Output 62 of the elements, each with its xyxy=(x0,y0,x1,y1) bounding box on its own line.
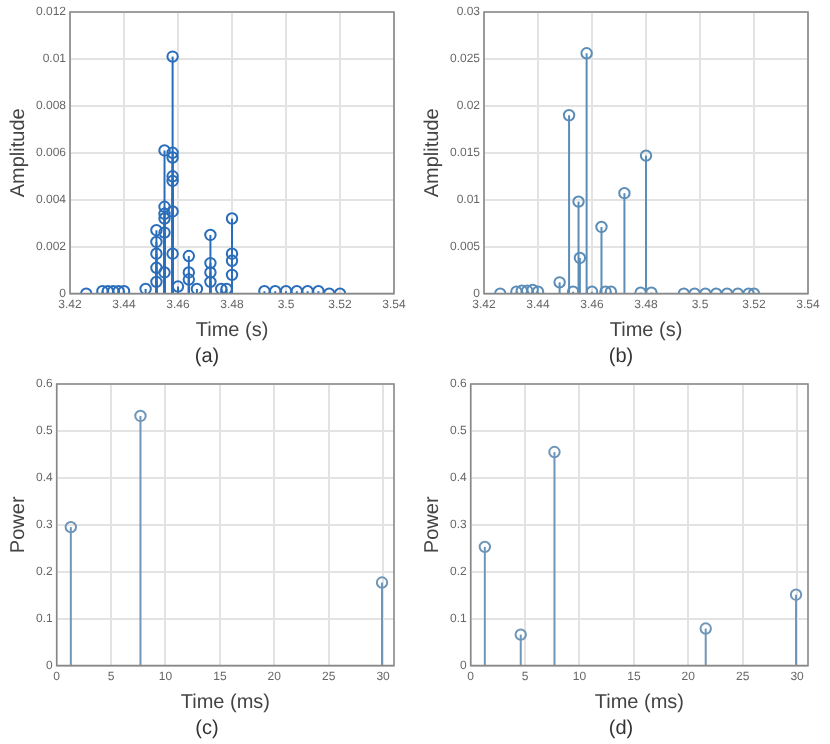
point xyxy=(158,144,171,157)
point xyxy=(639,149,653,162)
point xyxy=(158,212,171,225)
point xyxy=(182,266,196,279)
point xyxy=(166,247,179,260)
point xyxy=(182,273,196,286)
point xyxy=(215,282,228,294)
y-axis-title: Amplitude xyxy=(7,107,30,198)
point xyxy=(526,283,539,294)
point xyxy=(225,268,239,282)
point xyxy=(789,588,803,601)
text: (c) xyxy=(193,716,221,744)
point xyxy=(64,520,78,534)
y-axis-title: Amplitude xyxy=(421,107,444,198)
text: (d) xyxy=(606,716,636,744)
point xyxy=(150,247,163,260)
point xyxy=(166,174,179,188)
point xyxy=(225,254,239,267)
point xyxy=(572,195,585,208)
point xyxy=(204,266,217,279)
x-axis-title: Time (s) xyxy=(609,319,683,342)
point xyxy=(166,50,179,63)
text: (a) xyxy=(192,344,222,372)
point xyxy=(553,276,566,289)
x-axis-title: Time (ms) xyxy=(594,691,684,714)
point xyxy=(134,409,147,423)
point xyxy=(166,146,179,159)
point xyxy=(580,47,593,60)
point xyxy=(515,284,529,294)
point xyxy=(166,151,179,164)
point xyxy=(573,251,587,265)
point xyxy=(158,226,171,239)
point xyxy=(521,284,534,294)
point xyxy=(166,170,179,183)
point xyxy=(548,445,561,459)
point xyxy=(150,235,163,249)
point xyxy=(595,220,608,234)
y-axis-title: Power xyxy=(421,495,444,554)
point xyxy=(375,576,389,589)
point xyxy=(158,266,171,279)
point xyxy=(514,628,527,641)
point xyxy=(150,224,163,237)
point xyxy=(158,200,171,213)
point xyxy=(182,249,196,263)
point xyxy=(618,186,631,200)
point xyxy=(150,261,163,274)
point xyxy=(150,275,163,289)
point xyxy=(204,228,217,242)
point xyxy=(139,282,152,294)
text: (b) xyxy=(606,344,636,372)
point xyxy=(204,275,217,289)
point xyxy=(158,207,171,221)
point xyxy=(699,622,712,635)
point xyxy=(225,247,239,260)
point xyxy=(562,109,576,122)
y-axis-title: Power xyxy=(7,495,30,554)
point xyxy=(478,540,492,554)
x-axis-title: Time (ms) xyxy=(180,691,270,714)
point xyxy=(166,205,179,218)
point xyxy=(225,212,239,225)
point xyxy=(204,256,217,270)
x-axis-title: Time (s) xyxy=(195,319,269,342)
